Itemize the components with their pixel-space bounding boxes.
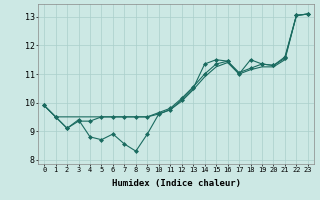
X-axis label: Humidex (Indice chaleur): Humidex (Indice chaleur) <box>111 179 241 188</box>
